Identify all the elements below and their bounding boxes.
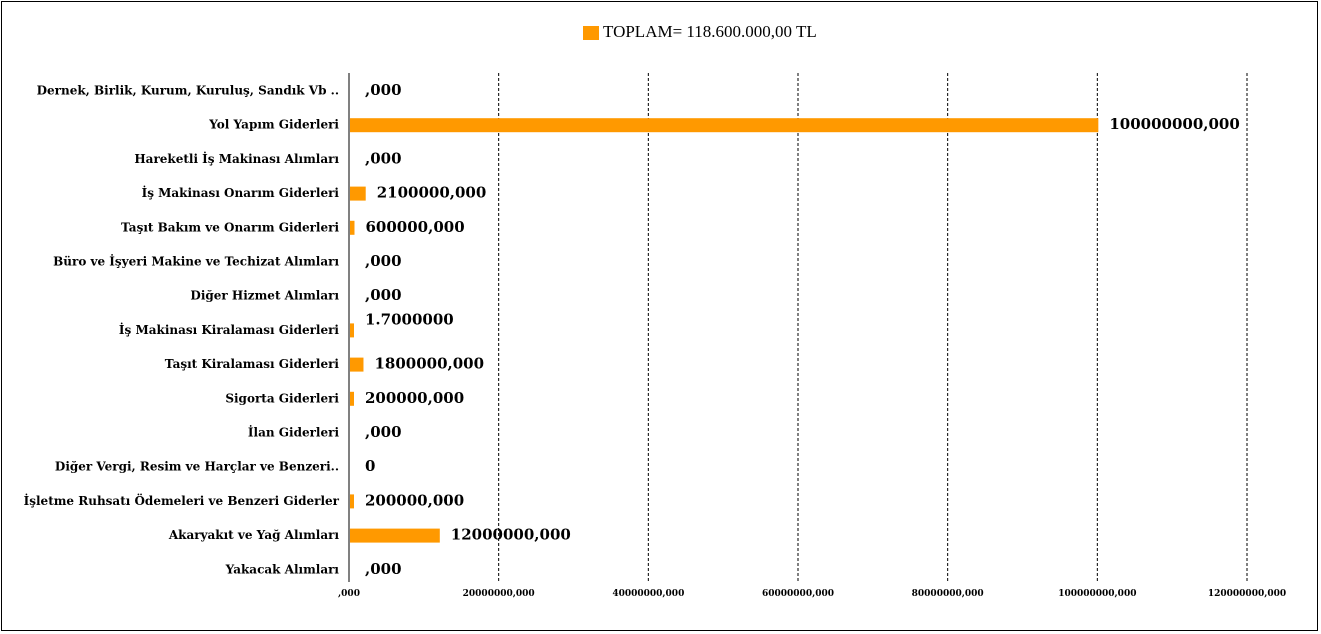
category-label: Dernek, Birlik, Kurum, Kuruluş, Sandık V… <box>37 84 339 98</box>
bar <box>350 323 354 338</box>
legend-label: TOPLAM= 118.600.000,00 TL <box>603 22 817 41</box>
x-tick-label: ,000 <box>338 589 360 599</box>
bar <box>350 391 354 406</box>
value-label: ,000 <box>365 423 402 441</box>
value-label: 200000,000 <box>365 491 464 509</box>
category-label: Diğer Vergi, Resim ve Harçlar ve Benzeri… <box>55 460 339 474</box>
category-labels: Dernek, Birlik, Kurum, Kuruluş, Sandık V… <box>24 84 340 577</box>
value-label: 12000000,000 <box>451 526 571 544</box>
bar <box>350 220 355 235</box>
category-label: İşletme Ruhsatı Ödemeleri ve Benzeri Gid… <box>24 492 340 508</box>
bars <box>350 118 1099 543</box>
category-label: Yakacak Alımları <box>225 562 340 576</box>
x-tick-label: 20000000,000 <box>463 589 535 599</box>
bar <box>350 186 366 201</box>
value-label: ,000 <box>365 149 402 167</box>
bar <box>350 357 364 372</box>
category-label: Akaryakıt ve Yağ Alımları <box>168 528 340 542</box>
category-label: Büro ve İşyeri Makine ve Techizat Alımla… <box>53 254 339 269</box>
category-label: Hareketli İş Makinası Alımları <box>134 151 339 166</box>
category-label: İş Makinası Kiralaması Giderleri <box>119 322 340 337</box>
category-label: Yol Yapım Giderleri <box>208 118 339 132</box>
category-label: Sigorta Giderleri <box>225 391 339 405</box>
value-label: 200000,000 <box>365 389 464 407</box>
category-label: Taşıt Kiralaması Giderleri <box>165 357 340 371</box>
x-tick-label: 100000000,000 <box>1058 589 1136 599</box>
x-tick-label: 40000000,000 <box>612 589 684 599</box>
value-label: ,000 <box>365 560 402 578</box>
x-tick-label: 80000000,000 <box>912 589 984 599</box>
category-label: Diğer Hizmet Alımları <box>190 289 339 303</box>
value-label: ,000 <box>365 81 402 99</box>
legend-swatch <box>583 26 599 40</box>
value-label: 1.7000000 <box>365 310 454 328</box>
category-label: İlan Giderleri <box>248 425 340 440</box>
x-axis-tick-labels: ,000 20000000,000 40000000,000 60000000,000… <box>338 589 1286 599</box>
value-label: 2100000,000 <box>377 184 487 202</box>
x-tick-label: 120000000,000 <box>1208 589 1286 599</box>
value-label: ,000 <box>365 252 402 270</box>
category-label: İş Makinası Onarım Giderleri <box>142 185 340 200</box>
value-label: ,000 <box>365 286 402 304</box>
value-label: 600000,000 <box>365 218 464 236</box>
x-tick-label: 60000000,000 <box>762 589 834 599</box>
bar <box>350 118 1099 133</box>
legend: TOPLAM= 118.600.000,00 TL <box>583 22 817 41</box>
bar <box>350 494 354 509</box>
value-label: 0 <box>365 457 375 475</box>
value-label: 1800000,000 <box>374 355 484 373</box>
grid-lines <box>498 73 1248 582</box>
value-labels: ,000 100000000,000 ,000 2100000,000 600000,0… <box>365 81 1240 578</box>
value-label: 100000000,000 <box>1109 115 1239 133</box>
bar <box>350 528 440 543</box>
category-label: Taşıt Bakım ve Onarım Giderleri <box>121 220 339 234</box>
